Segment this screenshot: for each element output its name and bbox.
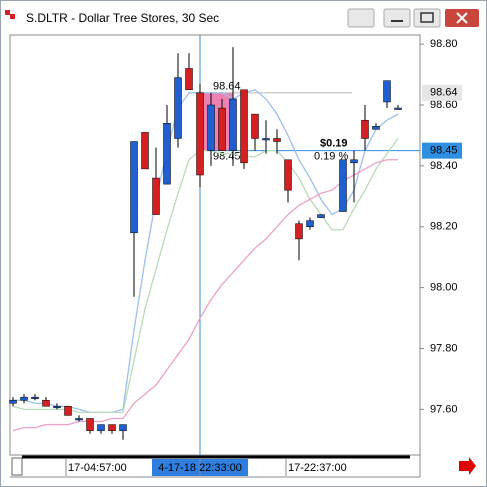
price-label-box <box>422 142 462 159</box>
x-tick-label: 4-17-18 22:33:00 <box>158 462 242 474</box>
candle-body <box>53 406 61 409</box>
chart-title: S.DLTR - Dollar Tree Stores, 30 Sec <box>26 11 219 25</box>
scroll-arrow[interactable] <box>459 457 476 475</box>
scroll-box[interactable] <box>11 457 23 476</box>
line-series <box>12 138 399 414</box>
y-tick-label: 98.00 <box>430 282 458 294</box>
link-button[interactable] <box>347 8 375 28</box>
candle-body <box>306 220 314 227</box>
candle-body <box>141 132 149 170</box>
candle-body <box>394 107 402 110</box>
candle-body <box>218 107 226 151</box>
candle-body <box>196 92 204 176</box>
candle-body <box>174 77 182 139</box>
candle-body <box>207 104 215 151</box>
y-tick-label: 98.60 <box>430 99 458 111</box>
candle-body <box>262 138 270 141</box>
candle-body <box>31 396 39 399</box>
x-tick-label: 17-04:57:00 <box>68 462 127 474</box>
maximize-button[interactable] <box>413 8 441 28</box>
y-tick-label: 98.40 <box>430 160 458 172</box>
y-tick-label: 97.80 <box>430 342 458 354</box>
icon <box>420 12 434 23</box>
candle-body <box>42 399 50 407</box>
annotation: $0.19 <box>320 138 348 150</box>
window-icon <box>10 14 15 19</box>
window-icon <box>5 10 10 15</box>
candle-body <box>361 119 369 139</box>
candle-body <box>383 80 391 103</box>
y-tick-label: 98.80 <box>430 38 458 50</box>
y-tick-label: 98.20 <box>430 221 458 233</box>
candle-body <box>20 396 28 401</box>
candle-body <box>119 424 127 431</box>
candle-body <box>152 177 160 215</box>
price-label-box <box>422 84 462 101</box>
candle-body <box>251 113 259 139</box>
candle-body <box>284 159 292 191</box>
price-label: 98.64 <box>430 87 458 99</box>
candle-body <box>185 68 193 91</box>
x-tick-label: 17-22:37:00 <box>288 462 347 474</box>
y-tick-label: 97.60 <box>430 403 458 415</box>
candle-body <box>240 89 248 164</box>
candle-body <box>229 98 237 151</box>
candle-body <box>273 138 281 142</box>
price-label: 98.45 <box>430 145 458 157</box>
candle-body <box>130 141 138 234</box>
candle-body <box>295 223 303 240</box>
candle-body <box>64 406 72 416</box>
candle-body <box>317 214 325 218</box>
candle-body <box>108 424 116 431</box>
candle-body <box>163 123 171 185</box>
line-series <box>13 89 399 414</box>
candle-body <box>339 159 347 212</box>
candle-body <box>372 126 380 130</box>
candle-body <box>97 424 105 431</box>
annotation: 98.64 <box>213 81 241 93</box>
line-series <box>12 159 398 432</box>
candle-body <box>86 418 94 431</box>
candle-body <box>75 418 83 421</box>
candle-body <box>9 399 17 404</box>
icon <box>456 12 468 24</box>
minimize-button[interactable] <box>383 8 411 28</box>
candle-body <box>350 159 358 164</box>
